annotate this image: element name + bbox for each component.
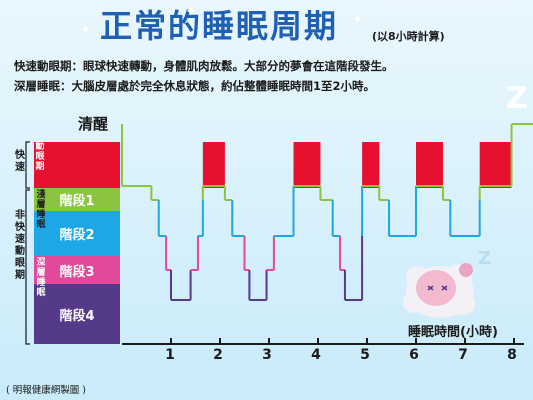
band-stage4-label: 階段4	[59, 308, 95, 324]
band-stage1-label: 階段1	[59, 194, 95, 209]
rem-brace	[25, 141, 30, 189]
rem-band-label: 動眼期	[35, 142, 45, 172]
band-rem	[34, 142, 120, 188]
band-stage3: 階段3	[34, 256, 120, 284]
rem-description: 快速動眼期：眼球快速轉動，身體肌肉放鬆。大部分的夢會在這階段發生。	[14, 59, 394, 73]
x-tick-label: 3	[262, 347, 272, 363]
rem-period-block	[293, 142, 321, 188]
band-stage2-label: 階段2	[59, 228, 95, 243]
band-stage4: 階段4	[34, 284, 120, 344]
rem-period-block	[202, 142, 225, 188]
x-tick-label: 5	[360, 347, 370, 363]
credit-text: ( 明報健康網製圖 )	[6, 385, 86, 396]
sparkle-icon: ✦	[352, 12, 364, 28]
x-tick-label: 1	[165, 347, 175, 363]
page-title: 正常的睡眠周期	[100, 7, 339, 45]
x-tick-label: 2	[213, 347, 223, 363]
x-tick-label: 4	[311, 347, 321, 363]
non-rem-group-label: 非快速動眼期	[15, 210, 25, 281]
x-tick-label: 7	[458, 347, 468, 363]
deep-sleep-description: 深層睡眠：大腦皮層處於完全休息狀態，約佔整體睡眠時間1至2小時。	[14, 79, 375, 93]
rem-group-label: 快速	[15, 150, 25, 173]
x-tick-label: 6	[409, 347, 419, 363]
z-icon: Z	[478, 248, 491, 269]
rem-period-block	[479, 142, 512, 188]
x-axis-label: 睡眠時間(小時)	[408, 325, 498, 340]
sparkle-icon: ✦	[80, 22, 92, 38]
light-sleep-label: 淺層睡眠	[36, 190, 46, 230]
rem-period-block	[416, 142, 443, 188]
band-stage3-label: 階段3	[59, 264, 95, 280]
deep-sleep-label: 深層睡眠	[36, 258, 46, 298]
z-icon: Z	[506, 81, 528, 116]
band-stage1: 階段1	[34, 188, 120, 211]
sheep-illustration	[403, 263, 475, 318]
rem-period-block	[362, 142, 380, 188]
awake-label: 清醒	[78, 115, 109, 133]
band-stage2: 階段2	[34, 211, 120, 256]
sparkle-icon: ✦	[185, 4, 197, 20]
x-tick-label: 8	[507, 347, 517, 363]
page-subtitle: (以8小時計算)	[372, 30, 445, 43]
non-rem-brace	[25, 189, 30, 345]
